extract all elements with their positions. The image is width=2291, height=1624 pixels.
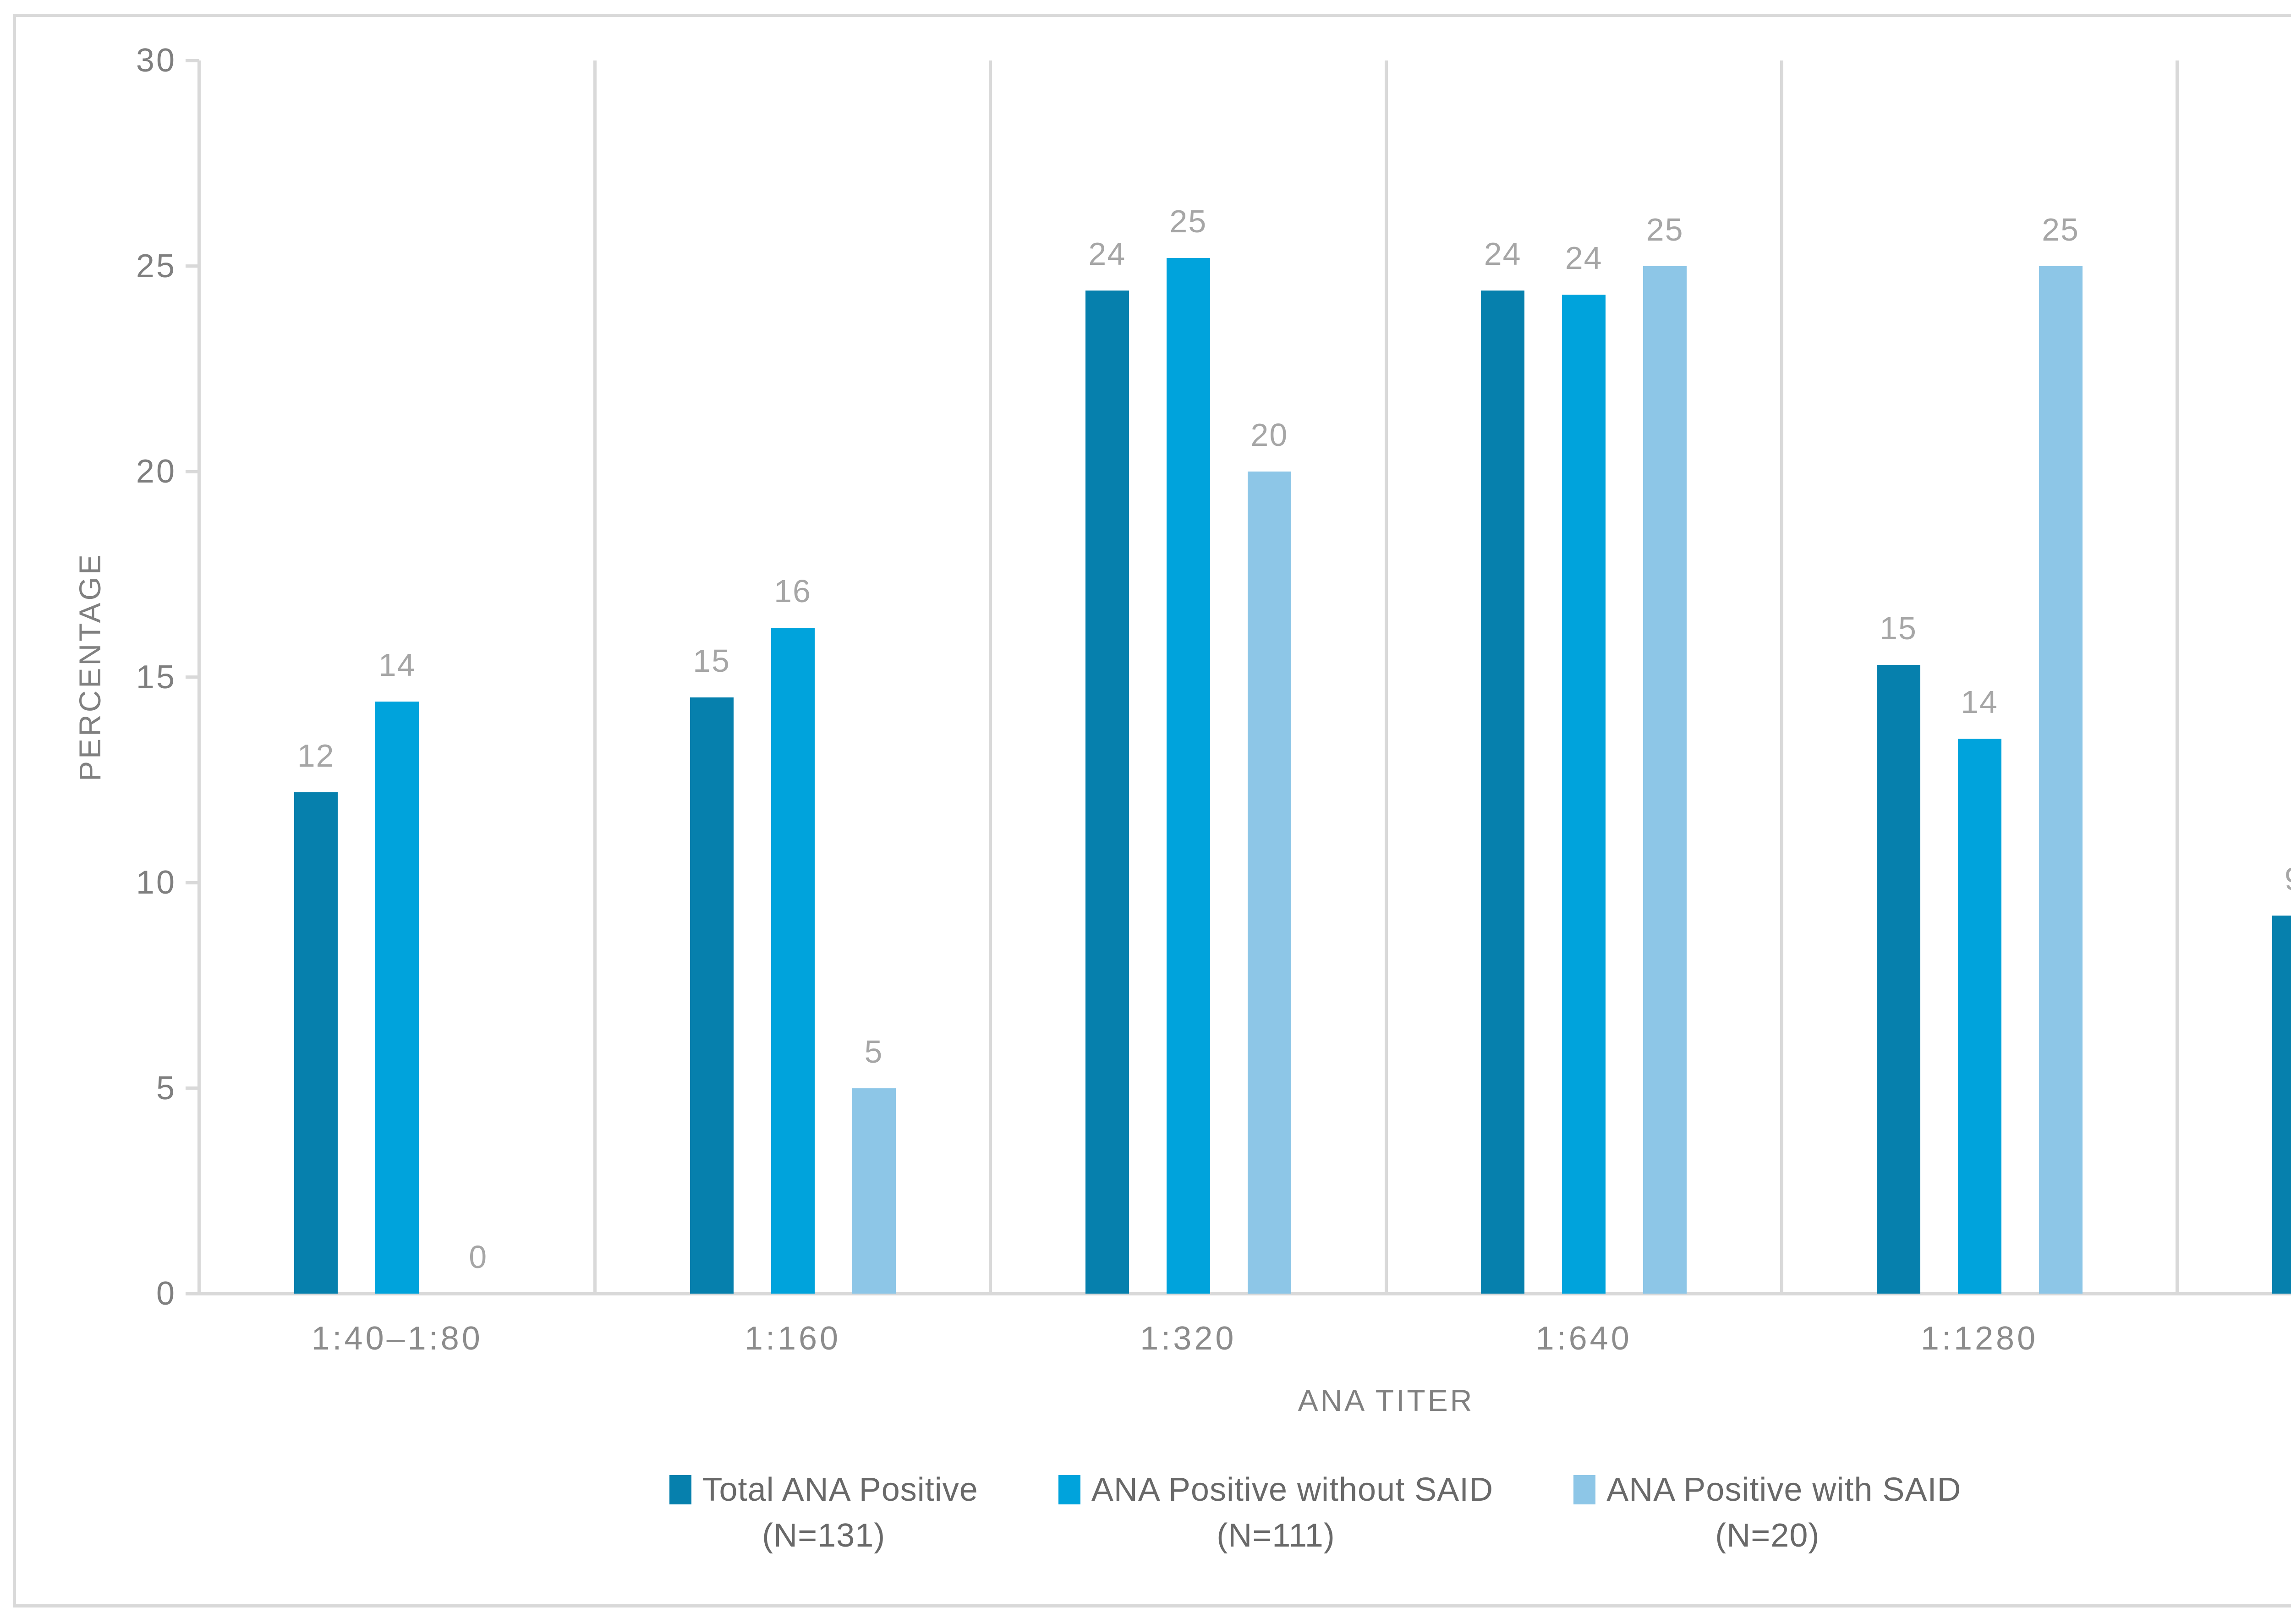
bar-value-label: 16 — [774, 573, 811, 609]
bar-5-series-2 — [1957, 739, 2001, 1294]
legend-label-line1: Total ANA Positive — [702, 1471, 978, 1508]
y-tick-mark — [186, 881, 199, 884]
legend-item-row: Total ANA Positive — [669, 1470, 978, 1509]
bar-value-label: 25 — [1646, 211, 1684, 247]
bar-1-series-2 — [375, 702, 419, 1294]
bar-value-label: 15 — [1880, 610, 1917, 646]
y-tick-label: 25 — [136, 247, 176, 285]
legend-item-series-3: ANA Positive with SAID (N=20) — [1573, 1470, 1961, 1555]
bar-5-series-3 — [2039, 266, 2083, 1294]
bar-value-label: 12 — [297, 737, 335, 774]
y-tick-label: 0 — [156, 1275, 176, 1312]
legend-label-line2: (N=20) — [1715, 1517, 1820, 1554]
bar-value-label: 20 — [1250, 417, 1288, 453]
bar-value-label: 14 — [1961, 684, 1998, 720]
bar-4-series-1 — [1481, 291, 1525, 1294]
legend-label-line2: (N=131) — [762, 1517, 886, 1554]
y-tick-mark — [186, 1086, 199, 1090]
y-tick-label: 15 — [136, 658, 176, 696]
y-tick-mark — [186, 675, 199, 679]
bar-3-series-2 — [1166, 258, 1210, 1294]
y-tick-mark — [186, 59, 199, 62]
bar-5-series-1 — [1876, 664, 1920, 1294]
x-category-label: 1:1280 — [1920, 1320, 2039, 1357]
x-axis-title: ANA TITER — [1298, 1383, 1474, 1417]
legend-item-series-1: Total ANA Positive (N=131) — [669, 1470, 978, 1555]
legend-label-line2: (N=111) — [1217, 1517, 1335, 1554]
category-separator-gridline — [989, 60, 992, 1294]
x-axis-line — [186, 1292, 2291, 1295]
legend-swatch-icon — [1573, 1475, 1596, 1504]
bar-4-series-3 — [1643, 266, 1687, 1294]
bar-3-series-1 — [1085, 291, 1129, 1294]
y-tick-label: 5 — [156, 1070, 176, 1107]
bar-value-label: 15 — [693, 643, 730, 679]
bar-value-label: 24 — [1088, 236, 1126, 272]
legend-label-line1: ANA Positive with SAID — [1606, 1471, 1962, 1508]
bar-value-label: 24 — [1565, 240, 1603, 276]
legend-label-line1: ANA Positive without SAID — [1091, 1471, 1494, 1508]
bar-value-label: 0 — [469, 1239, 488, 1275]
bar-2-series-2 — [771, 627, 815, 1294]
bar-2-series-1 — [690, 697, 734, 1294]
legend-item-series-2: ANA Positive without SAID (N=111) — [1058, 1470, 1493, 1555]
bar-1-series-1 — [294, 792, 338, 1294]
y-tick-mark — [186, 470, 199, 473]
bar-value-label: 5 — [864, 1033, 883, 1070]
bar-value-label: 24 — [1484, 236, 1522, 272]
x-category-label: 1:160 — [744, 1320, 841, 1357]
legend-swatch-icon — [1058, 1475, 1080, 1504]
y-tick-label: 30 — [136, 42, 176, 79]
y-tick-label: 10 — [136, 864, 176, 901]
bar-value-label: 25 — [2042, 211, 2079, 247]
y-tick-mark — [186, 264, 199, 268]
bar-value-label: 9 — [2220, 863, 2291, 895]
legend-swatch-icon — [669, 1475, 691, 1504]
bar-value-label: 25 — [1169, 203, 1207, 239]
plot-area: 0510152025301215242415914162524146052025… — [136, 43, 2291, 1311]
bar-3-series-3 — [1247, 472, 1291, 1294]
bar-4-series-2 — [1562, 295, 1606, 1294]
chart-border-frame — [13, 14, 2291, 1608]
bar-6-series-1 — [2272, 915, 2291, 1294]
category-separator-gridline — [593, 60, 597, 1294]
legend-item-row: ANA Positive without SAID — [1058, 1470, 1493, 1509]
category-separator-gridline — [1384, 60, 1388, 1294]
category-separator-gridline — [2176, 60, 2179, 1294]
bar-value-label: 14 — [378, 647, 416, 683]
category-separator-gridline — [1780, 60, 1783, 1294]
x-category-label: 1:640 — [1535, 1320, 1632, 1357]
x-category-label: 1:320 — [1140, 1320, 1237, 1357]
legend: Total ANA Positive (N=131) ANA Positive wi… — [0, 1470, 2291, 1555]
x-category-label: 1:40–1:80 — [311, 1320, 483, 1357]
y-tick-label: 20 — [136, 453, 176, 490]
legend-item-row: ANA Positive with SAID — [1573, 1470, 1961, 1509]
bar-2-series-3 — [852, 1088, 896, 1294]
